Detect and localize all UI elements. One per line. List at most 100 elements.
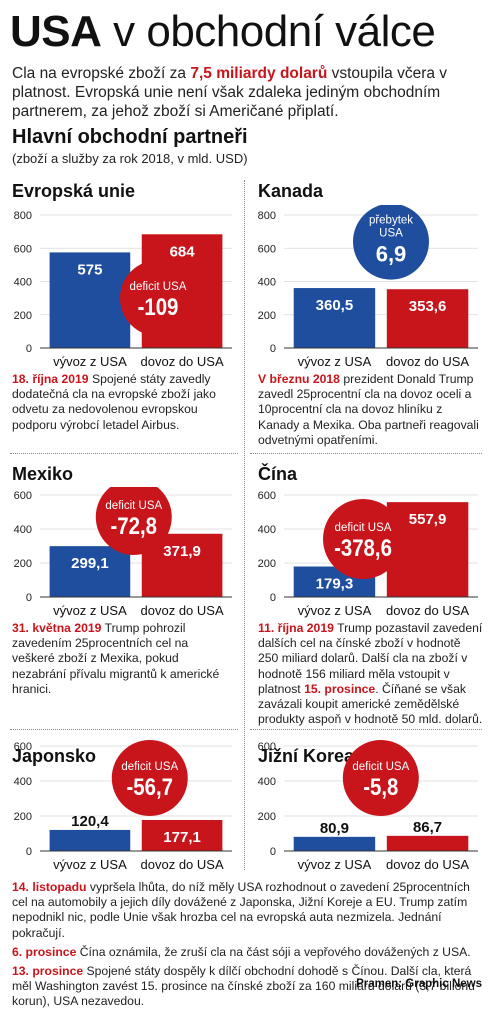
badge-circle — [111, 740, 188, 816]
y-tick-label: 200 — [14, 558, 32, 570]
badge-label: přebytek — [369, 215, 413, 227]
chart-korea: 0 200 400 600 80,9 vývoz z USA 86,7 dovoz do US… — [258, 740, 478, 872]
y-tick-label: 200 — [14, 811, 32, 823]
y-tick-label: 600 — [258, 490, 276, 502]
bar-value-label: 684 — [170, 243, 196, 260]
y-tick-label: 600 — [14, 490, 32, 502]
badge-value: -5,8 — [363, 773, 398, 800]
country-title-kanada: Kanada — [258, 181, 324, 201]
bar-value-label: 179,3 — [316, 576, 354, 593]
bar-value-label: 86,7 — [413, 819, 442, 836]
y-tick-label: 600 — [14, 243, 32, 255]
y-tick-label: 800 — [258, 210, 276, 222]
y-tick-label: 200 — [258, 558, 276, 570]
bar-value-label: 120,4 — [71, 813, 109, 830]
y-tick-label: 400 — [14, 277, 32, 289]
headline-rest: v obchodní válce — [113, 7, 436, 56]
country-title-korea: Jižní Korea — [258, 746, 355, 766]
intro-post: vstoupila včera v platnost. Evropská uni… — [12, 65, 448, 120]
y-tick-label: 0 — [270, 592, 276, 604]
badge-label: deficit USA — [352, 761, 409, 773]
intro-pre: Cla na evropské zboží za — [12, 65, 191, 82]
x-category-label: dovoz do USA — [386, 857, 469, 872]
bottom-note-text: Čína oznámila, že zruší cla na část sóji… — [76, 944, 471, 959]
note-cina-text: Trump pozastavil zavedení dalších cel na… — [258, 621, 483, 696]
bar-value-label: 575 — [77, 261, 102, 278]
badge-circle — [353, 205, 429, 280]
intro-highlight: 7,5 miliardy dolarů — [190, 65, 328, 82]
note-eu-date: 18. října 2019 — [12, 372, 89, 386]
note-cina-date2: 15. prosince — [304, 681, 376, 696]
y-tick-label: 0 — [26, 592, 32, 604]
bottom-note: 6. prosince Čína oznámila, že zruší cla … — [12, 945, 484, 960]
x-category-label: vývoz z USA — [53, 354, 127, 369]
bar-value-label: 360,5 — [316, 297, 354, 314]
x-category-label: dovoz do USA — [386, 354, 469, 369]
section-subtitle: (zboží a služby za rok 2018, v mld. USD) — [12, 151, 248, 166]
row-separator-1 — [10, 453, 238, 455]
badge-circle — [342, 740, 419, 816]
y-tick-label: 400 — [258, 524, 276, 536]
bar-value-label: 557,9 — [409, 511, 447, 528]
row-separator-2b — [250, 729, 482, 731]
y-tick-label: 400 — [258, 277, 276, 289]
y-tick-label: 400 — [14, 776, 32, 788]
chart-kanada: 0 200 400 600 800 360,5 vývoz z USA 353,6 dovoz … — [258, 205, 478, 369]
headline: USA v obchodní válce — [10, 4, 490, 60]
x-category-label: vývoz z USA — [298, 857, 372, 872]
y-tick-label: 200 — [258, 811, 276, 823]
country-title-eu: Evropská unie — [12, 181, 136, 201]
note-cina-date: 11. října 2019 — [258, 621, 334, 635]
x-category-label: vývoz z USA — [298, 603, 372, 618]
note-eu: 18. října 2019 Spojené státy zavedly dod… — [12, 372, 234, 433]
bottom-note-date: 13. prosince — [12, 964, 84, 979]
y-tick-label: 600 — [258, 243, 276, 255]
column-separator — [244, 180, 246, 870]
note-kanada-text: prezident Donald Trump zavedl 25procentn… — [258, 372, 479, 447]
badge-label: deficit USA — [105, 500, 162, 512]
y-tick-label: 800 — [14, 210, 32, 222]
badge-label: USA — [379, 228, 403, 240]
y-tick-label: 600 — [258, 741, 276, 753]
bar-export — [49, 829, 131, 851]
badge-circle — [120, 260, 196, 337]
country-title-cina: Čína — [258, 464, 298, 484]
x-category-label: vývoz z USA — [53, 603, 127, 618]
note-mexiko-date: 31. května 2019 — [12, 621, 102, 635]
y-tick-label: 400 — [14, 524, 32, 536]
source-credit: Pramen: Graphic News — [356, 978, 482, 990]
bar-value-label: 177,1 — [163, 829, 201, 846]
note-kanada: V březnu 2018 prezident Donald Trump zav… — [258, 372, 484, 448]
bottom-notes: 14. listopadu vypršela lhůta, do níž měl… — [12, 880, 484, 1014]
badge-value: 6,9 — [376, 242, 407, 267]
y-tick-label: 0 — [270, 343, 276, 355]
bar-export — [293, 288, 376, 348]
bar-value-label: 353,6 — [409, 298, 447, 315]
chart-japonsko: 0 200 400 600 120,4 vývoz z USA 177,1 dovoz do … — [14, 740, 232, 872]
country-title-japonsko: Japonsko — [12, 746, 97, 766]
y-tick-label: 200 — [258, 310, 276, 322]
note-cina: 11. října 2019 Trump pozastavil zavedení… — [258, 621, 484, 727]
note-mexiko: 31. května 2019 Trump pohrozil zavedením… — [12, 621, 234, 697]
badge-circle — [323, 499, 403, 579]
bar-value-label: 299,1 — [71, 555, 109, 572]
bar-import — [141, 820, 223, 851]
bar-value-label: 371,9 — [163, 543, 201, 560]
x-category-label: vývoz z USA — [53, 857, 127, 872]
x-category-label: dovoz do USA — [141, 603, 224, 618]
y-tick-label: 200 — [14, 310, 32, 322]
badge-label: deficit USA — [335, 522, 392, 534]
note-kanada-date: V březnu 2018 — [258, 372, 340, 386]
country-title-mexiko: Mexiko — [12, 464, 74, 484]
y-tick-label: 0 — [270, 846, 276, 858]
bar-value-label: 80,9 — [320, 820, 349, 837]
x-category-label: dovoz do USA — [141, 354, 224, 369]
note-cina-text2: . Číňané se však zavázali koupit americk… — [258, 681, 483, 727]
x-category-label: dovoz do USA — [386, 603, 469, 618]
bar-import — [386, 289, 469, 348]
row-separator-2 — [10, 729, 238, 731]
headline-bold: USA — [10, 7, 102, 56]
badge-value: -72,8 — [111, 512, 157, 539]
badge-value: -56,7 — [127, 773, 173, 800]
y-tick-label: 400 — [258, 776, 276, 788]
